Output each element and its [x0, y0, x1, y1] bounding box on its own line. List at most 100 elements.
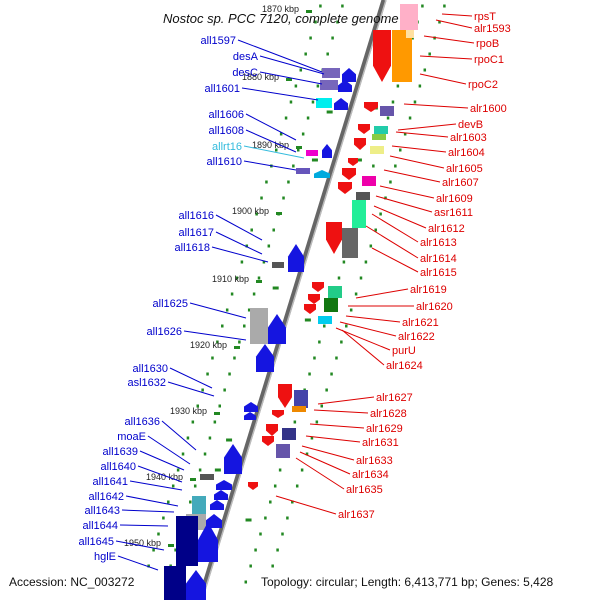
- tick-dot: [198, 468, 202, 472]
- kbp-tick-label: 1880 kbp: [242, 72, 279, 82]
- tick-dash: [355, 158, 362, 162]
- gene-label-alr1637: alr1637: [338, 509, 375, 521]
- gene-label-alr1604: alr1604: [448, 147, 485, 159]
- gene-label-desC: desC: [232, 67, 258, 79]
- gene-label-devB: devB: [458, 119, 483, 131]
- tick-dash: [304, 318, 311, 322]
- tick-dot: [289, 100, 293, 104]
- tick-dot: [293, 420, 297, 424]
- gene-label-all1639: all1639: [103, 446, 138, 458]
- gene-label-alr1603: alr1603: [450, 132, 487, 144]
- gene-label-all1618: all1618: [175, 242, 210, 254]
- gene-label-alr1628: alr1628: [370, 408, 407, 420]
- tick-dot: [264, 516, 267, 520]
- tick-dot: [230, 292, 234, 296]
- leader-line: [365, 225, 419, 259]
- gene-block-desC: [320, 80, 338, 90]
- gene-block-desA: [322, 68, 340, 78]
- leader-line: [335, 327, 391, 351]
- gene-label-alr1619: alr1619: [410, 284, 447, 296]
- tick-dot: [325, 388, 328, 392]
- tick-dot: [308, 372, 311, 376]
- tick-dot: [408, 116, 412, 120]
- tick-dot: [262, 260, 266, 264]
- gene-arrow-alr1637: [248, 482, 258, 490]
- leader-line: [391, 145, 447, 153]
- leader-line: [339, 321, 397, 337]
- gene-arrow-desA: [342, 68, 356, 82]
- kbp-scale: 1870 kbp 1880 kbp 1890 kbp 1900 kbp 1910 kbp…: [124, 4, 312, 548]
- tick-dot: [331, 36, 334, 40]
- leader-line: [423, 35, 475, 44]
- tick-dot: [276, 548, 279, 552]
- tick-dot: [211, 356, 214, 360]
- gene-label-all1644: all1644: [83, 520, 118, 532]
- gene-label-alr1635: alr1635: [346, 484, 383, 496]
- gene-block-allrt16: [306, 150, 318, 156]
- tick-dot: [269, 500, 272, 504]
- kbp-tick-mark: [168, 544, 174, 547]
- gene-block-alr1629: [292, 406, 306, 412]
- footer-accession-bg: [6, 574, 146, 590]
- leader-line: [167, 381, 215, 397]
- gene-label-alr1634: alr1634: [352, 469, 389, 481]
- leader-line: [117, 555, 159, 571]
- kbp-tick-label: 1950 kbp: [124, 538, 161, 548]
- leader-line: [129, 480, 183, 491]
- tick-dot: [304, 52, 307, 56]
- tick-dot: [275, 148, 278, 152]
- gene-arrow-alr1631: [272, 410, 284, 418]
- gene-label-all1640: all1640: [101, 461, 136, 473]
- gene-label-alr1620: alr1620: [416, 301, 453, 313]
- kbp-tick-mark: [286, 78, 292, 81]
- tick-dot: [294, 84, 298, 88]
- tick-dot: [306, 116, 310, 120]
- leader-line: [373, 205, 427, 229]
- tick-dot: [295, 484, 299, 488]
- tick-dot: [309, 36, 312, 40]
- gene-label-alr1607: alr1607: [442, 177, 479, 189]
- gene-label-alr1633: alr1633: [356, 455, 393, 467]
- tick-dot: [443, 4, 446, 8]
- leader-line: [189, 302, 247, 319]
- tick-dot: [342, 260, 346, 264]
- tick-dot: [216, 340, 219, 344]
- gene-block-alr1613: [356, 192, 370, 200]
- gene-block-all1618: [272, 262, 284, 268]
- gene-block-alr1614: [352, 200, 366, 228]
- tick-dot: [310, 436, 314, 440]
- leader-line: [419, 73, 467, 85]
- gene-label-alr1612: alr1612: [428, 223, 465, 235]
- leader-line: [275, 495, 337, 515]
- tick-dash: [226, 438, 233, 442]
- leader-line: [125, 495, 179, 507]
- tick-dot: [235, 276, 239, 280]
- leader-line: [139, 450, 185, 471]
- leader-line: [237, 39, 323, 73]
- tick-dash: [245, 518, 252, 522]
- tick-dot: [319, 4, 322, 8]
- kbp-tick-label: 1930 kbp: [170, 406, 207, 416]
- gene-arrow-alr1603: [358, 124, 370, 134]
- tick-dot: [323, 324, 326, 328]
- tick-dot: [265, 180, 268, 184]
- gene-label-alr1622: alr1622: [398, 331, 435, 343]
- tick-dot: [421, 4, 424, 8]
- tick-dot: [336, 20, 339, 24]
- tick-dot: [314, 20, 317, 24]
- tick-dot: [273, 484, 277, 488]
- tick-dot: [233, 356, 236, 360]
- kbp-tick-mark: [276, 212, 282, 215]
- tick-dot: [299, 68, 303, 72]
- kbp-tick-mark: [190, 478, 196, 481]
- genome-title: Nostoc sp. PCC 7120, complete genome: [163, 11, 399, 26]
- leader-line: [301, 445, 355, 461]
- gene-label-all1610: all1610: [207, 156, 242, 168]
- tick-dot: [330, 372, 333, 376]
- tick-dot: [305, 452, 309, 456]
- tick-dot: [326, 52, 329, 56]
- gene-label-all1606: all1606: [209, 109, 244, 121]
- gene-arrow-all1625: [268, 314, 286, 344]
- tick-dot: [271, 564, 274, 568]
